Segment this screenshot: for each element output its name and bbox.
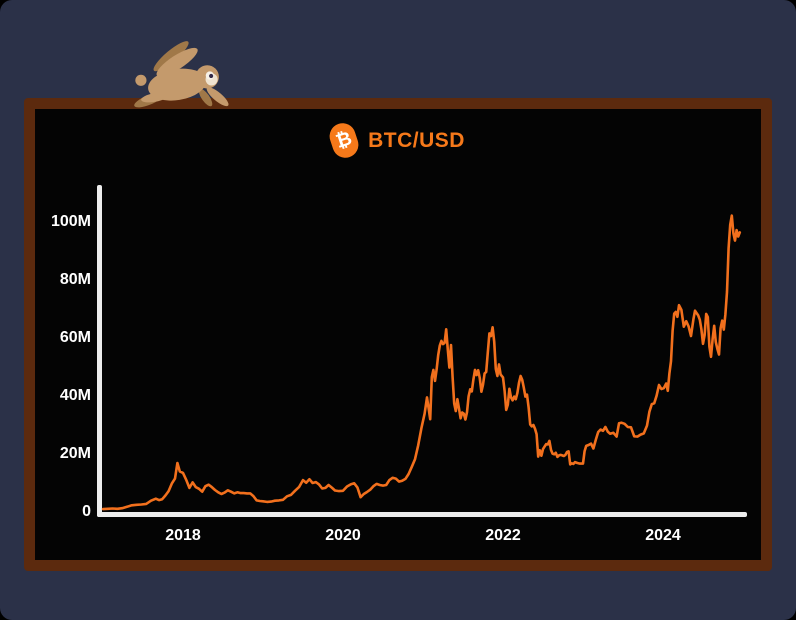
- x-tick-label: 2018: [165, 527, 201, 544]
- chart-board: ₿ BTC/USD 100M 80M 60M 40M 20M 0 2018 2020 2022…: [24, 98, 772, 571]
- rabbit-front-leg-back: [198, 88, 213, 107]
- x-axis-line: [97, 512, 747, 517]
- chart-title: BTC/USD: [368, 128, 465, 152]
- y-tick-label: 100M: [50, 213, 91, 230]
- y-tick-label: 0: [82, 503, 91, 520]
- rabbit-ear-front: [156, 47, 198, 77]
- rabbit-pupil: [209, 73, 214, 79]
- running-rabbit-mascot: [134, 41, 229, 108]
- y-tick-label: 60M: [59, 329, 91, 346]
- price-line: [101, 214, 742, 511]
- y-tick-label: 80M: [59, 271, 91, 288]
- rabbit-body: [148, 68, 207, 101]
- rabbit-ear-back: [153, 41, 189, 72]
- chart-header: ₿ BTC/USD: [35, 119, 761, 162]
- y-tick-label: 20M: [59, 445, 91, 462]
- x-tick-labels: 2018 2020 2022 2024: [35, 109, 761, 560]
- y-axis-line: [97, 185, 102, 517]
- rabbit-front-leg: [206, 87, 229, 107]
- y-tick-label: 40M: [59, 387, 91, 404]
- rabbit-tail: [135, 74, 147, 86]
- x-tick-label: 2020: [325, 527, 361, 544]
- x-tick-label: 2024: [645, 527, 681, 544]
- price-line-chart: [101, 214, 742, 511]
- x-tick-label: 2022: [485, 527, 521, 544]
- y-tick-labels: 100M 80M 60M 40M 20M 0: [35, 109, 761, 560]
